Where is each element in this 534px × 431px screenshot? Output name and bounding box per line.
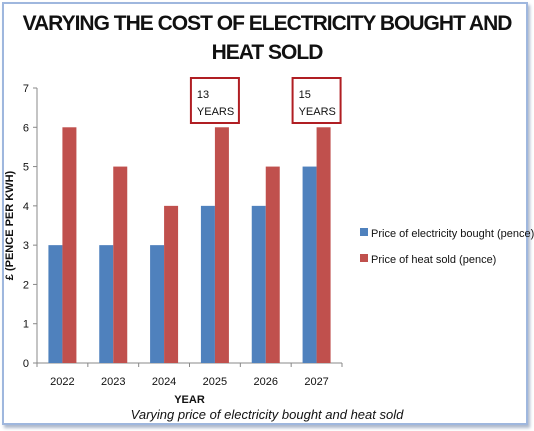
y-tick-label: 3 xyxy=(23,240,29,252)
chart-annotations: 13 YEARS 15 YEARS xyxy=(189,77,342,124)
figure-caption: Varying price of electricity bought and … xyxy=(130,407,404,422)
y-tick-label: 6 xyxy=(23,122,29,134)
chart-title-line1: VARYING THE COST OF ELECTRICITY BOUGHT A… xyxy=(22,12,513,35)
annotation-years-unit: YEARS xyxy=(299,106,336,118)
bar-heat-sold xyxy=(164,205,179,363)
annotation-years-value: 13 xyxy=(197,89,209,101)
annotation-box xyxy=(291,77,342,124)
bar-electricity-bought xyxy=(251,205,266,363)
bar-heat-sold xyxy=(265,166,280,363)
x-tick-label: 2022 xyxy=(50,376,74,388)
bar-heat-sold xyxy=(113,166,128,363)
y-tick-label: 5 xyxy=(23,162,29,174)
bar-electricity-bought xyxy=(48,245,63,363)
x-axis-title: YEAR xyxy=(174,394,205,406)
bar-heat-sold xyxy=(316,127,331,364)
chart-bars xyxy=(48,127,331,364)
x-tick-label: 2025 xyxy=(203,376,227,388)
annotation-years-value: 15 xyxy=(299,89,311,101)
chart-title-line2: HEAT SOLD xyxy=(211,41,324,64)
chart-legend: Price of electricity bought (pence) Price… xyxy=(360,228,534,266)
y-tick-label: 2 xyxy=(23,279,29,291)
x-tick-label: 2023 xyxy=(101,376,125,388)
x-tick-label: 2024 xyxy=(152,376,176,388)
annotation-years-unit: YEARS xyxy=(197,106,234,118)
y-tick-label: 7 xyxy=(23,83,29,95)
x-tick-label: 2026 xyxy=(254,376,278,388)
legend-label-heat: Price of heat sold (pence) xyxy=(371,254,496,266)
y-tick-label: 0 xyxy=(23,358,29,370)
bar-heat-sold xyxy=(62,127,77,364)
legend-label-electricity: Price of electricity bought (pence) xyxy=(371,228,534,240)
bar-electricity-bought xyxy=(99,245,114,363)
y-axis-title: £ (PENCE PER KWH) xyxy=(4,170,16,280)
annotation-box xyxy=(189,77,240,124)
bar-electricity-bought xyxy=(150,245,165,363)
chart-axes: 0 1 2 3 4 5 6 7 2022 2023 2024 2025 2026 2027 xyxy=(23,83,343,388)
y-tick-label: 4 xyxy=(23,201,29,213)
legend-swatch-heat xyxy=(360,254,368,262)
x-tick-label: 2027 xyxy=(304,376,328,388)
bar-heat-sold xyxy=(214,127,229,364)
bar-electricity-bought xyxy=(302,166,317,363)
bar-electricity-bought xyxy=(200,205,215,363)
y-tick-label: 1 xyxy=(23,319,29,331)
legend-swatch-electricity xyxy=(360,228,368,236)
